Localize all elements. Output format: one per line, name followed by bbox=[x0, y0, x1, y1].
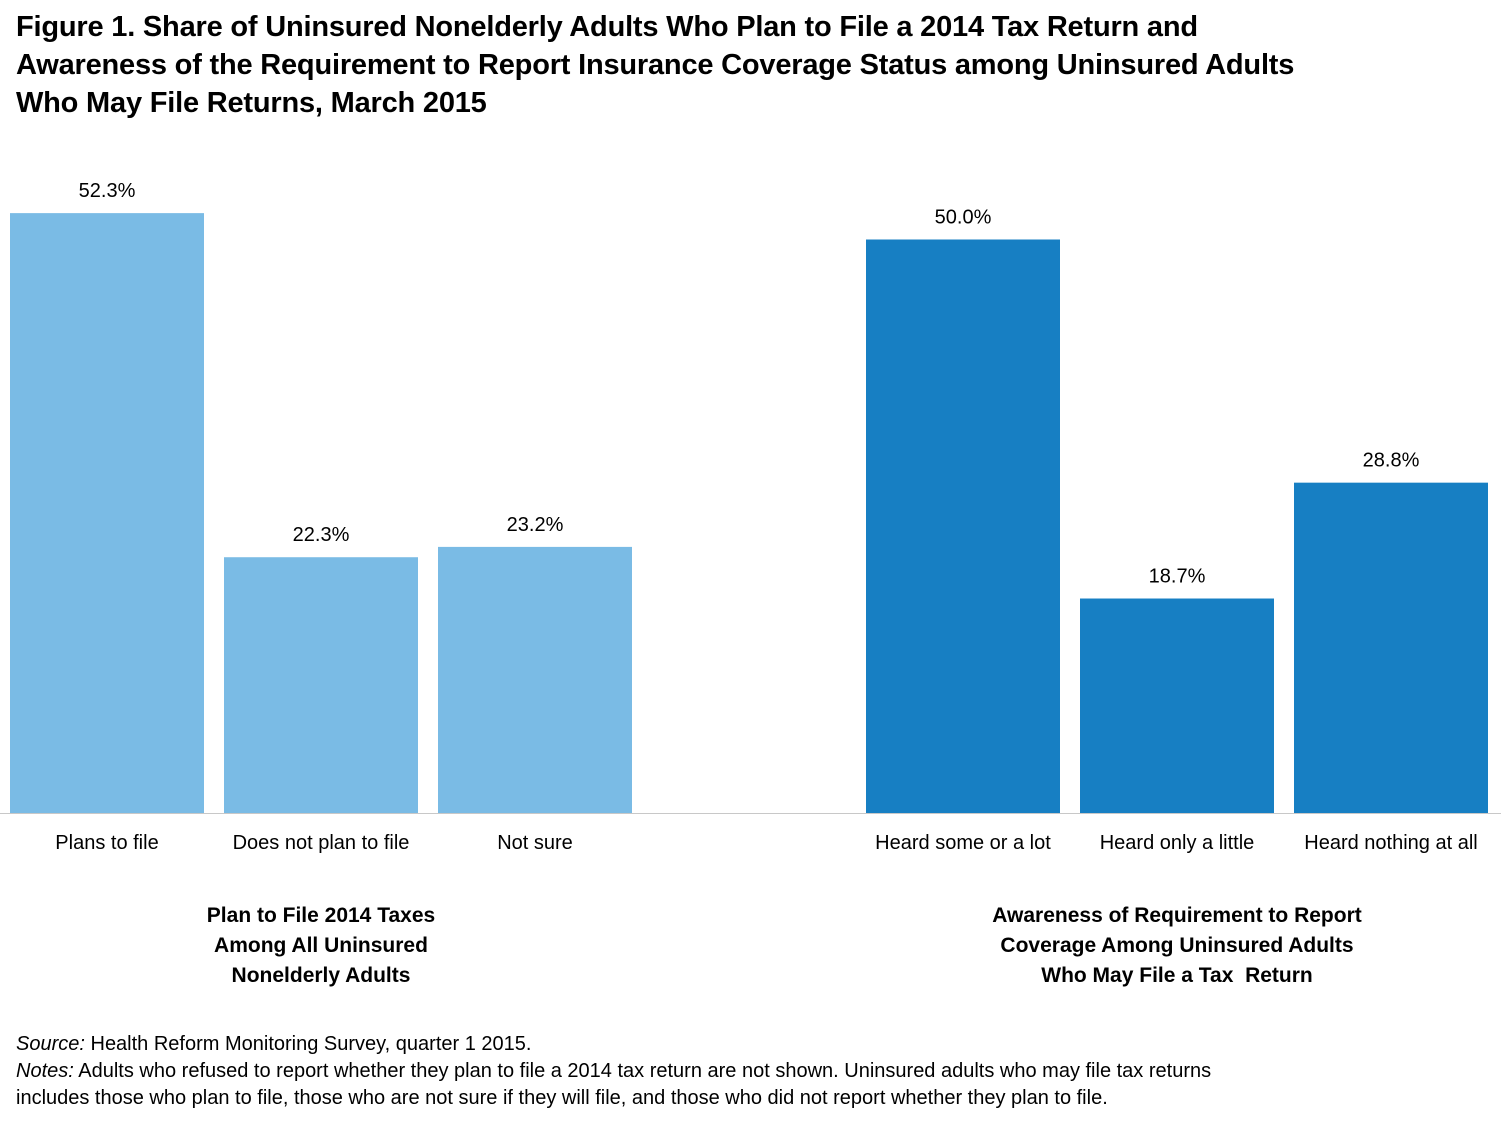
notes-line-1: Notes: Adults who refused to report whet… bbox=[16, 1058, 1486, 1085]
group-label-1-line-2: Among All Uninsured bbox=[214, 934, 428, 957]
bar-chart: 52.3% Plans to file 22.3% Does not plan to … bbox=[0, 180, 1501, 987]
category-label-g2-2: Heard only a little bbox=[1100, 832, 1255, 854]
bar-g1-1 bbox=[10, 213, 204, 813]
group-label-1-line-3: Nonelderly Adults bbox=[232, 964, 411, 987]
category-label-g1-2: Does not plan to file bbox=[233, 832, 410, 854]
chart-footer: Source: Health Reform Monitoring Survey,… bbox=[16, 1031, 1486, 1112]
category-label-g1-3: Not sure bbox=[497, 832, 573, 854]
bar-g1-2 bbox=[224, 557, 418, 813]
source-text: Health Reform Monitoring Survey, quarter… bbox=[84, 1033, 532, 1055]
notes-text-1: Adults who refused to report whether the… bbox=[73, 1060, 1212, 1082]
data-label-g2-2: 18.7% bbox=[1149, 566, 1206, 588]
bar-g2-1 bbox=[866, 239, 1060, 813]
data-label-g1-2: 22.3% bbox=[293, 524, 350, 546]
chart-title-line-1: Figure 1. Share of Uninsured Nonelderly … bbox=[16, 11, 1198, 43]
category-label-g2-1: Heard some or a lot bbox=[875, 832, 1051, 854]
source-label: Source: bbox=[16, 1033, 85, 1055]
chart-title: Figure 1. Share of Uninsured Nonelderly … bbox=[16, 8, 1491, 122]
category-label-g2-3: Heard nothing at all bbox=[1304, 832, 1477, 854]
data-label-g2-1: 50.0% bbox=[935, 207, 992, 229]
bar-g2-3 bbox=[1294, 482, 1488, 813]
group-label-2-line-1: Awareness of Requirement to Report bbox=[992, 904, 1362, 927]
category-label-g1-1: Plans to file bbox=[55, 832, 158, 854]
data-label-g1-3: 23.2% bbox=[507, 514, 564, 536]
data-label-g2-3: 28.8% bbox=[1363, 450, 1420, 472]
source-note: Source: Health Reform Monitoring Survey,… bbox=[16, 1031, 1486, 1058]
bar-g1-3 bbox=[438, 546, 632, 813]
chart-title-line-2: Awareness of the Requirement to Report I… bbox=[16, 49, 1295, 81]
group-label-1-line-1: Plan to File 2014 Taxes bbox=[207, 904, 435, 927]
data-label-g1-1: 52.3% bbox=[79, 180, 136, 202]
notes-label: Notes: bbox=[16, 1060, 74, 1082]
group-label-2-line-2: Coverage Among Uninsured Adults bbox=[1000, 934, 1353, 957]
chart-title-line-3: Who May File Returns, March 2015 bbox=[16, 87, 487, 119]
bar-g2-2 bbox=[1080, 598, 1274, 813]
group-label-2-line-3: Who May File a Tax Return bbox=[1041, 964, 1312, 987]
notes-line-2: includes those who plan to file, those w… bbox=[16, 1087, 1108, 1109]
